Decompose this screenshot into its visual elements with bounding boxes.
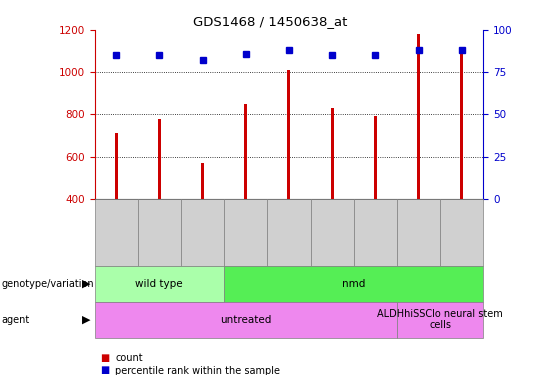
Text: ■: ■	[100, 366, 109, 375]
Text: ▶: ▶	[82, 315, 91, 325]
Bar	[181, 199, 224, 266]
Bar	[244, 104, 247, 199]
Bar	[224, 199, 267, 266]
Text: wild type: wild type	[136, 279, 183, 289]
Bar	[310, 199, 354, 266]
Bar	[158, 118, 161, 199]
Text: ■: ■	[100, 353, 109, 363]
Bar	[374, 117, 377, 199]
Text: ALDHhiSSClo neural stem
cells: ALDHhiSSClo neural stem cells	[377, 309, 503, 330]
Text: genotype/variation: genotype/variation	[1, 279, 94, 289]
Text: ▶: ▶	[82, 279, 91, 289]
Text: agent: agent	[1, 315, 29, 325]
Bar	[267, 199, 310, 266]
Bar	[460, 49, 463, 199]
Text: percentile rank within the sample: percentile rank within the sample	[115, 366, 280, 375]
Bar	[94, 199, 138, 266]
Bar	[201, 163, 204, 199]
Bar	[354, 199, 397, 266]
Text: GDS1468 / 1450638_at: GDS1468 / 1450638_at	[193, 15, 347, 28]
Text: nmd: nmd	[342, 279, 366, 289]
Bar	[397, 199, 440, 266]
Bar	[440, 199, 483, 266]
Bar	[138, 199, 181, 266]
Bar	[417, 34, 420, 199]
Bar	[330, 108, 334, 199]
Text: count: count	[115, 353, 143, 363]
Bar	[114, 134, 118, 199]
Bar	[287, 70, 291, 199]
Text: untreated: untreated	[220, 315, 272, 325]
